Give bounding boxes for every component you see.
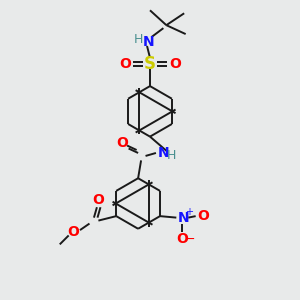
Text: O: O <box>176 232 188 246</box>
Text: N: N <box>177 211 189 225</box>
Text: O: O <box>92 193 104 207</box>
Text: O: O <box>119 57 131 71</box>
Text: O: O <box>116 136 128 150</box>
Text: N: N <box>158 146 169 160</box>
Text: O: O <box>169 57 181 71</box>
Text: N: N <box>143 34 154 49</box>
Text: H: H <box>134 33 143 46</box>
Text: −: − <box>184 233 195 246</box>
Text: O: O <box>197 209 209 223</box>
Text: +: + <box>185 207 193 217</box>
Text: S: S <box>144 55 156 73</box>
Text: H: H <box>167 149 176 162</box>
Text: O: O <box>67 226 79 239</box>
